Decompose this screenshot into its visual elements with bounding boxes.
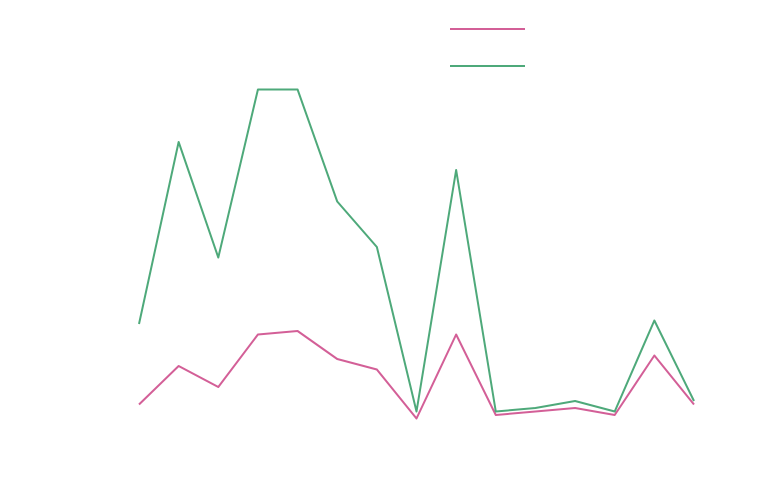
series-line — [138, 330, 695, 420]
series-line — [138, 88, 695, 413]
